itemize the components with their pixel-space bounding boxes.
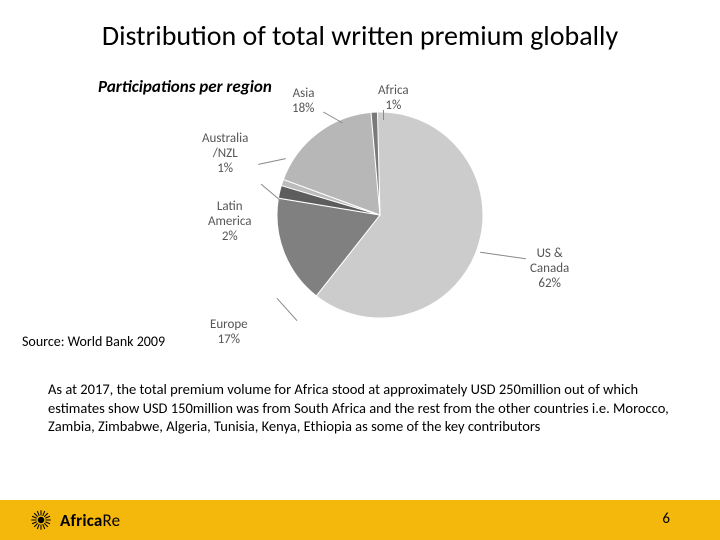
slide: Distribution of total written premium gl… <box>0 0 720 540</box>
leader-africa <box>383 110 384 120</box>
label-europe: Europe 17% <box>210 318 248 348</box>
brand-text: AfricaRe <box>60 510 120 531</box>
body-paragraph: As at 2017, the total premium volume for… <box>48 380 673 436</box>
sun-icon <box>28 507 54 533</box>
label-asia: Asia 18% <box>292 87 314 117</box>
brand-logo: AfricaRe <box>0 500 720 540</box>
label-latam: Latin America 2% <box>208 200 252 245</box>
page-number: 6 <box>662 510 670 528</box>
pie-svg <box>275 110 485 320</box>
pie-chart: Africa 1% Asia 18% Australia /NZL 1% Lat… <box>130 92 610 362</box>
footer-bar: AfricaRe 6 <box>0 500 720 540</box>
source-text: Source: World Bank 2009 <box>22 333 165 350</box>
slide-title: Distribution of total written premium gl… <box>0 18 720 53</box>
label-uscanada: US & Canada 62% <box>530 247 569 292</box>
leader-uscanada <box>480 252 526 259</box>
label-ausnzl: Australia /NZL 1% <box>202 132 248 177</box>
